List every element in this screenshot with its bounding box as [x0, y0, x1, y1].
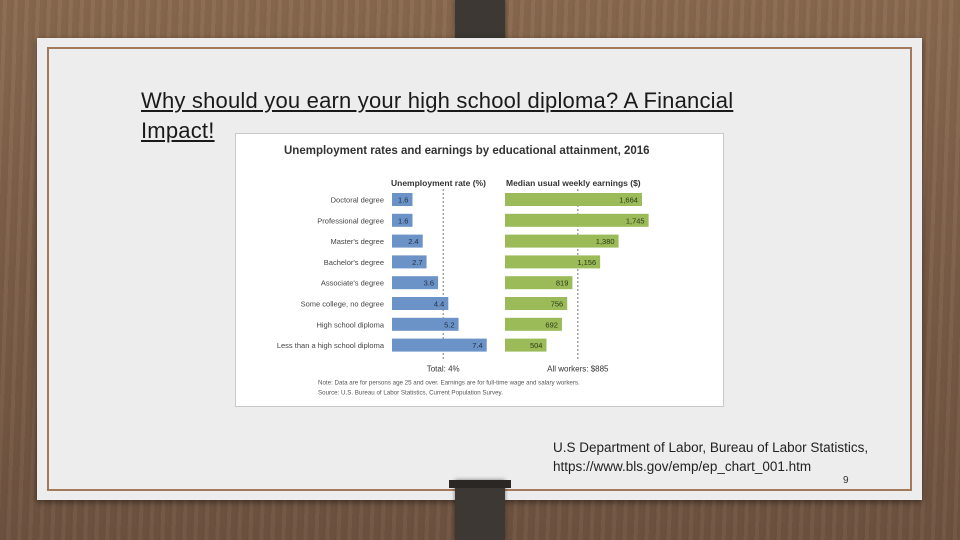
source-url[interactable]: https://www.bls.gov/emp/ep_chart_001.htm [553, 459, 812, 474]
unemployment-bar [392, 193, 413, 206]
chart-svg: Unemployment rates and earnings by educa… [277, 145, 650, 397]
page-number: 9 [843, 475, 849, 486]
earnings-value-label: 504 [530, 341, 543, 350]
earnings-value-label: 819 [556, 279, 569, 288]
earnings-bar [505, 193, 642, 206]
unemployment-reference-label: Total: 4% [427, 365, 460, 374]
category-label: Master's degree [330, 237, 384, 246]
earnings-value-label: 1,156 [577, 258, 596, 267]
earnings-value-label: 756 [551, 300, 564, 309]
unemployment-value-label: 4.4 [434, 300, 444, 309]
earnings-value-label: 1,664 [619, 196, 638, 205]
unemployment-value-label: 1.6 [398, 216, 408, 225]
chart-figure: Unemployment rates and earnings by educa… [235, 133, 724, 407]
chart-source: Source: U.S. Bureau of Labor Statistics,… [318, 390, 503, 397]
unemployment-series-header: Unemployment rate (%) [391, 178, 486, 188]
category-label: High school diploma [316, 320, 384, 329]
unemployment-bar [392, 317, 459, 331]
slide-paper: Why should you earn your high school dip… [37, 38, 922, 500]
earnings-series-header: Median usual weekly earnings ($) [506, 178, 641, 188]
unemployment-value-label: 3.6 [424, 279, 434, 288]
unemployment-bar [392, 255, 427, 269]
unemployment-value-label: 2.4 [408, 237, 418, 246]
category-label: Professional degree [317, 216, 384, 225]
earnings-bar [505, 213, 649, 227]
unemployment-value-label: 7.4 [472, 341, 482, 350]
unemployment-value-label: 1.6 [398, 196, 408, 205]
source-citation: U.S Department of Labor, Bureau of Labor… [553, 438, 923, 476]
chart-note: Note: Data are for persons age 25 and ov… [318, 380, 580, 387]
unemployment-bar [392, 276, 439, 290]
unemployment-bar [392, 297, 449, 310]
slide-title: Why should you earn your high school dip… [141, 88, 734, 143]
source-line-1: U.S Department of Labor, Bureau of Labor… [553, 440, 869, 455]
chart-title: Unemployment rates and earnings by educa… [284, 145, 650, 157]
earnings-value-label: 692 [545, 320, 558, 329]
category-label: Some college, no degree [301, 300, 384, 309]
unemployment-value-label: 2.7 [412, 258, 422, 267]
category-label: Bachelor's degree [324, 258, 384, 267]
earnings-bar [505, 317, 562, 331]
unemployment-bar [392, 234, 423, 248]
earnings-value-label: 1,745 [626, 216, 645, 225]
earnings-bar [505, 234, 619, 248]
unemployment-value-label: 5.2 [444, 320, 454, 329]
category-label: Doctoral degree [331, 196, 384, 205]
unemployment-bar [392, 338, 487, 352]
earnings-bar [505, 297, 568, 310]
earnings-reference-label: All workers: $885 [547, 365, 609, 374]
earnings-value-label: 1,380 [596, 237, 615, 246]
category-label: Less than a high school diploma [277, 341, 385, 350]
earnings-bar [505, 338, 547, 352]
unemployment-bar [392, 213, 413, 227]
bottom-binder-strap [449, 480, 511, 540]
earnings-bar [505, 276, 573, 290]
category-label: Associate's degree [321, 279, 384, 288]
earnings-bar [505, 255, 601, 269]
